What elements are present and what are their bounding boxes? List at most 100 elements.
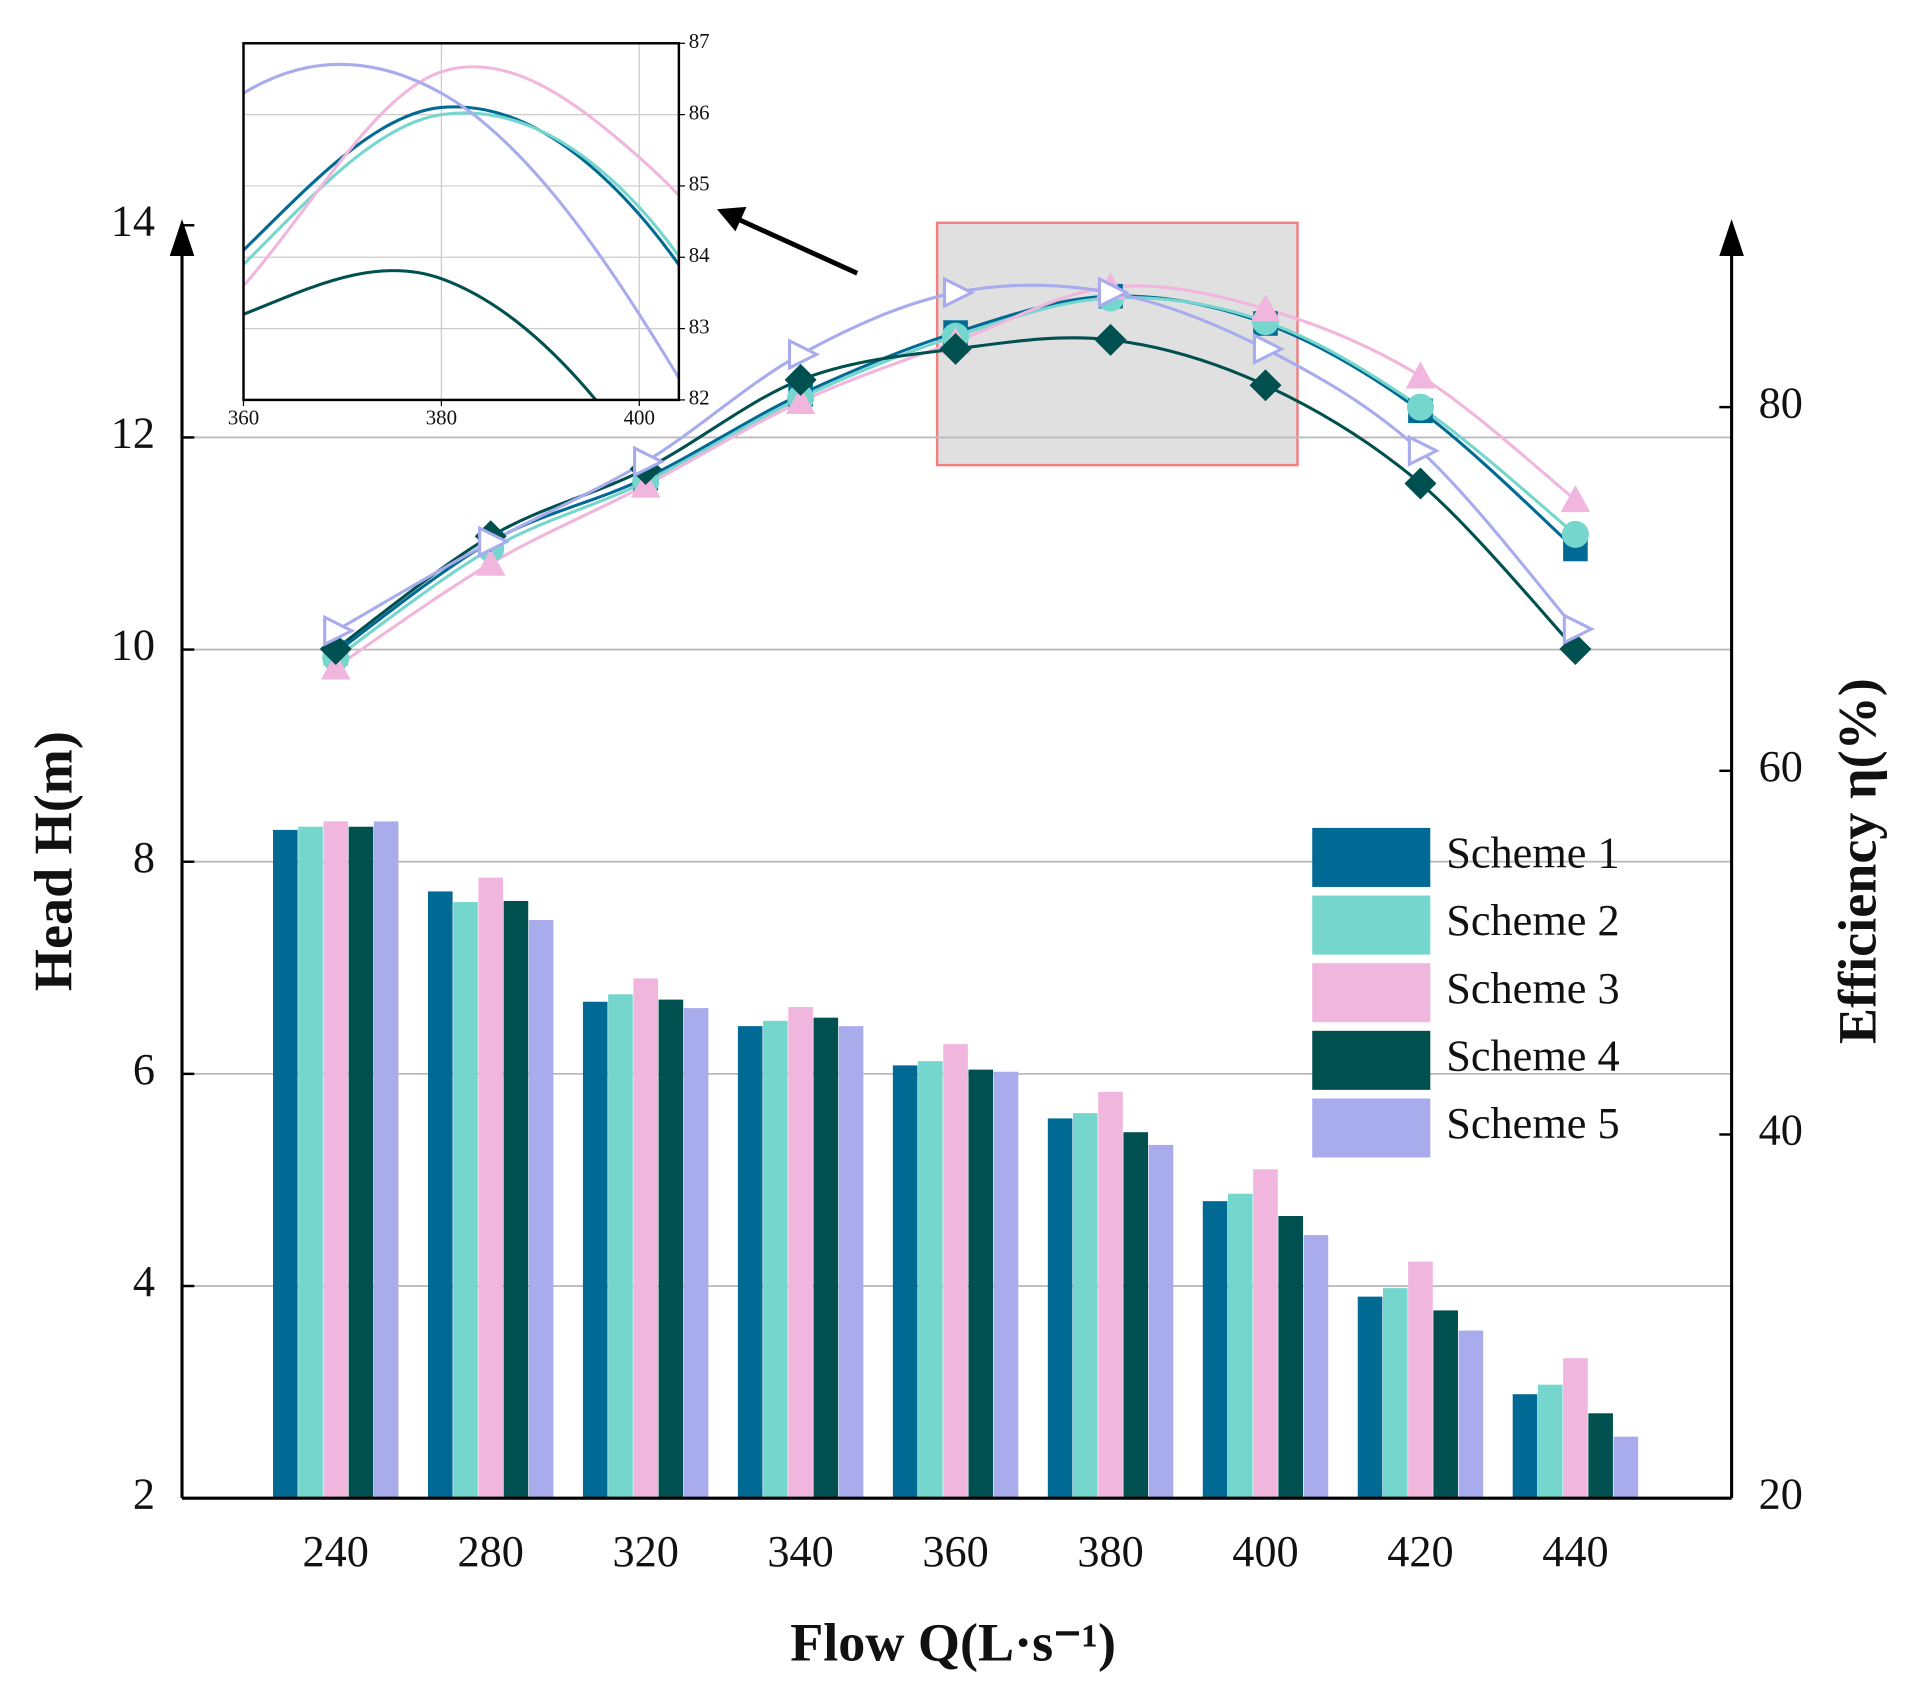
bar (1408, 1261, 1433, 1499)
bar (1278, 1216, 1304, 1499)
bar (1588, 1413, 1613, 1499)
bar (1047, 1118, 1073, 1499)
marker (1250, 294, 1281, 322)
bar (1357, 1296, 1383, 1499)
y2-axis-label: Efficiency η(%) (1828, 678, 1888, 1044)
inset-background (243, 43, 679, 400)
bar (1512, 1394, 1538, 1499)
bar (658, 999, 684, 1499)
legend-swatch (1312, 1030, 1431, 1090)
bar (683, 1008, 709, 1499)
marker (475, 548, 506, 576)
marker (785, 386, 816, 414)
inset-y-tick-label: 84 (689, 243, 710, 267)
inset-arrow (736, 216, 859, 276)
x-tick-label: 420 (1387, 1527, 1453, 1576)
marker (942, 276, 976, 309)
marker (1252, 332, 1285, 365)
y-axis-label: Head H(m) (23, 731, 83, 991)
bar (478, 877, 504, 1499)
inset-y-tick-label: 82 (689, 386, 710, 410)
marker (1561, 520, 1589, 548)
y-axis-arrow (169, 219, 195, 257)
x-tick-label: 360 (922, 1527, 988, 1576)
legend-label: Scheme 1 (1446, 829, 1619, 878)
bar (1202, 1201, 1228, 1499)
y-tick-label: 6 (133, 1045, 155, 1094)
inset-x-tick-label: 400 (624, 405, 655, 429)
y-tick-label: 4 (133, 1257, 155, 1306)
y2-tick-label: 80 (1759, 378, 1803, 427)
x-tick-label: 280 (458, 1527, 524, 1576)
inset-x-tick-label: 380 (426, 405, 457, 429)
bar (373, 821, 399, 1499)
legend-label: Scheme 4 (1446, 1031, 1619, 1080)
x-axis-label: Flow Q(L·s⁻¹) (790, 1613, 1116, 1673)
bar (838, 1026, 864, 1499)
legend-swatch (1312, 1098, 1431, 1158)
x-tick-label: 340 (767, 1527, 833, 1576)
x-tick-label: 440 (1542, 1527, 1608, 1576)
marker (478, 525, 511, 558)
bar (892, 1065, 918, 1499)
bar (1613, 1436, 1639, 1499)
bar (1433, 1310, 1458, 1499)
y2-tick-label: 20 (1759, 1469, 1803, 1518)
bar (1073, 1113, 1098, 1499)
marker (1562, 612, 1595, 645)
bar (1382, 1288, 1408, 1499)
bar (813, 1017, 839, 1499)
inset-y-tick-label: 86 (689, 100, 710, 124)
legend-swatch (1312, 895, 1431, 955)
y2-axis-arrow (1719, 219, 1744, 257)
legend-label: Scheme 3 (1446, 964, 1619, 1013)
marker (1406, 393, 1434, 421)
inset-x-tick-label: 360 (228, 405, 259, 429)
bar (298, 826, 323, 1499)
inset-arrow-head (716, 206, 747, 232)
inset-frame (242, 42, 681, 402)
bar (943, 1044, 968, 1499)
marker (1407, 434, 1440, 467)
bar (1563, 1358, 1588, 1499)
marker (1094, 323, 1127, 356)
marker (939, 332, 972, 365)
bar (918, 1061, 943, 1499)
x-tick-label: 400 (1232, 1527, 1298, 1576)
bar (582, 1001, 608, 1499)
y2-tick-label: 40 (1759, 1106, 1803, 1155)
marker (1405, 361, 1436, 389)
inset-y-tick-label: 85 (689, 172, 710, 196)
bar (453, 902, 478, 1499)
bar (633, 978, 658, 1499)
legend-label: Scheme 2 (1446, 896, 1619, 945)
bar (1123, 1132, 1149, 1499)
bar (608, 994, 633, 1499)
bar (737, 1026, 763, 1499)
legend-swatch (1312, 827, 1431, 887)
y-tick-label: 14 (111, 196, 155, 245)
marker (1404, 467, 1437, 500)
bar (993, 1071, 1019, 1499)
y-tick-label: 2 (133, 1469, 155, 1518)
bar (427, 891, 453, 1499)
marker (320, 652, 351, 680)
legend-swatch (1312, 963, 1431, 1023)
y-tick-label: 8 (133, 833, 155, 882)
y-tick-label: 10 (111, 621, 155, 670)
bar (348, 826, 374, 1499)
inset-y-tick-label: 87 (689, 29, 710, 53)
marker (1560, 485, 1591, 513)
marker (788, 338, 821, 371)
bar (503, 900, 529, 1499)
bar (1148, 1144, 1174, 1499)
bar (323, 821, 349, 1499)
x-tick-label: 320 (612, 1527, 678, 1576)
marker (1097, 276, 1130, 309)
x-tick-label: 380 (1077, 1527, 1143, 1576)
marker (323, 614, 356, 647)
bar (1253, 1169, 1278, 1499)
bar (1458, 1330, 1484, 1499)
bar (528, 920, 554, 1499)
